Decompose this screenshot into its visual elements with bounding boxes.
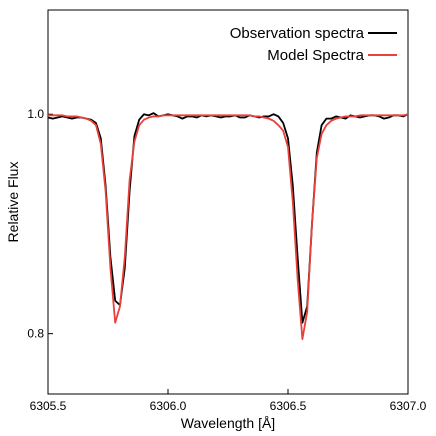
y-axis-ticks: 0.8 1.0: [27, 107, 53, 341]
observation-spectra-line: [47, 112, 409, 324]
x-tick-label: 6307.0: [390, 399, 427, 413]
x-axis-ticks: 6305.5 6306.0 6306.5 6307.0: [30, 389, 427, 413]
plot-frame: [47, 9, 409, 395]
y-tick-label: 1.0: [27, 107, 44, 121]
y-axis-label: Relative Flux: [5, 162, 21, 243]
x-tick-label: 6306.0: [150, 399, 187, 413]
y-tick-label: 0.8: [27, 327, 44, 341]
series-lines: [47, 112, 409, 341]
legend-label-observation: Observation spectra: [230, 25, 365, 42]
x-axis-label: Wavelength [Å]: [181, 415, 275, 431]
legend-label-model: Model Spectra: [267, 47, 364, 64]
model-spectra-line: [48, 113, 409, 341]
legend: Observation spectra Model Spectra: [230, 25, 397, 64]
x-tick-label: 6306.5: [270, 399, 307, 413]
x-tick-label: 6305.5: [30, 399, 67, 413]
